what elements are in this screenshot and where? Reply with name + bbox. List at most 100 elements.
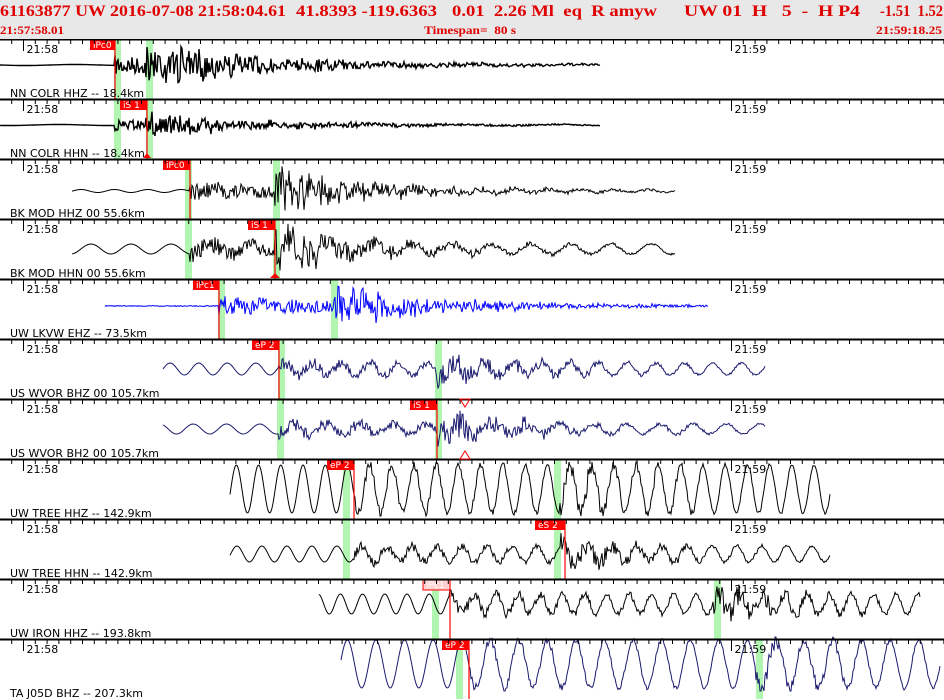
minute-label: 21:59	[735, 403, 767, 416]
minute-label: 21:58	[27, 223, 59, 236]
minute-label: 21:58	[27, 163, 59, 176]
trace-panel[interactable]: iPc0 21:58 21:59 BK MOD HHZ 00 55.6km	[0, 158, 944, 220]
minute-label: 21:59	[735, 223, 767, 236]
minute-label: 21:58	[27, 43, 59, 56]
event-residuals: -1.51 1.52	[880, 3, 943, 20]
station-label: BK MOD HHZ 00 55.6km	[10, 207, 145, 220]
minute-label: 21:59	[735, 643, 767, 656]
pick-window	[432, 580, 439, 639]
pick-label-box[interactable]	[90, 40, 115, 50]
trace-panel[interactable]: iS 1 21:58 21:59 NN COLR HHN -- 18.4km	[0, 98, 944, 160]
trace-panel[interactable]: eP 2 21:58 21:59 TA J05D BHZ -- 207.3km	[0, 636, 944, 700]
pick-label: iPc1	[196, 281, 215, 291]
pick-window	[435, 340, 442, 399]
pick-window	[456, 640, 463, 699]
trace-panel[interactable]: iS 1 21:58 21:59 BK MOD HHN 00 55.6km	[0, 218, 944, 280]
pick-label-box[interactable]	[410, 400, 437, 410]
event-magnitude: 0.01 2.26 Ml eq R amyw	[452, 3, 658, 20]
trace-panel[interactable]: iPc0 21:58 21:59 NN COLR HHZ -- 18.4km	[0, 39, 944, 100]
minute-label: 21:58	[27, 403, 59, 416]
pick-window	[435, 400, 442, 459]
pick-label: iPc1	[426, 581, 445, 591]
minute-label: 21:59	[735, 583, 767, 596]
pick-window	[185, 160, 192, 219]
pick-label: iPc0	[93, 41, 112, 51]
seismogram-trace	[229, 532, 831, 570]
minute-label: 21:58	[27, 343, 59, 356]
pick-window	[146, 40, 153, 99]
pick-label: eS 2	[538, 521, 558, 531]
pick-label-box[interactable]	[535, 520, 565, 530]
minute-label: 21:58	[27, 283, 59, 296]
minute-label: 21:59	[735, 343, 767, 356]
minute-label: 21:59	[735, 103, 767, 116]
minute-label: 21:59	[735, 463, 767, 476]
seismogram-trace	[71, 166, 676, 211]
station-label: TA J05D BHZ -- 207.3km	[9, 687, 143, 700]
event-header: 61163877 UW 2016-07-08 21:58:04.61 41.83…	[0, 0, 944, 39]
minute-label: 21:59	[735, 523, 767, 536]
minute-label: 21:58	[27, 463, 59, 476]
pick-window	[114, 40, 121, 99]
trace-panel[interactable]: eP 2 21:58 21:59 UW TREE HHZ -- 142.9km	[0, 458, 944, 520]
seismogram-trace	[318, 584, 921, 622]
seismogram-trace	[104, 285, 708, 324]
minute-label: 21:58	[27, 103, 59, 116]
pick-label-box[interactable]	[163, 160, 190, 170]
pick-triangle-icon	[143, 153, 280, 278]
pick-label-box[interactable]	[442, 640, 469, 650]
minute-label: 21:58	[27, 523, 59, 536]
trace-panel[interactable]: iS 1 21:58 21:59 US WVOR BH2 00 105.7km	[0, 398, 944, 460]
pick-label: iPc0	[166, 161, 185, 171]
pick-label: iS 1	[251, 221, 268, 231]
minute-label: 21:58	[27, 583, 59, 596]
pick-label: eP 2	[445, 641, 465, 651]
pick-window	[554, 520, 561, 579]
pick-window	[273, 160, 280, 219]
pick-window	[554, 460, 561, 519]
window-end-time: 21:59:18.25	[876, 23, 942, 37]
pick-window	[756, 640, 763, 699]
timespan: Timespan= 80 s	[424, 23, 516, 37]
station-label: UW IRON HHZ -- 193.8km	[10, 627, 151, 640]
seismogram-trace	[0, 111, 601, 137]
seismogram-trace	[162, 354, 766, 389]
station-label: NN COLR HHN -- 18.4km	[10, 147, 145, 160]
window-start-time: 21:57:58.01	[0, 23, 64, 37]
pick-window	[185, 220, 192, 279]
minute-label: 21:58	[27, 643, 59, 656]
seismogram-trace	[340, 636, 941, 692]
pick-label: eP 2	[255, 341, 275, 351]
minute-label: 21:59	[735, 283, 767, 296]
trace-panel[interactable]: eP 2 21:58 21:59 US WVOR BHZ 00 105.7km	[0, 338, 944, 400]
trace-panel[interactable]: iPc1 21:58 21:59 UW IRON HHZ -- 193.8km	[0, 578, 944, 640]
pick-label-box[interactable]	[120, 100, 147, 110]
pick-label-box[interactable]	[248, 220, 275, 230]
pick-window	[343, 520, 350, 579]
minute-label: 21:59	[735, 43, 767, 56]
seismogram-trace	[0, 44, 601, 84]
pick-label-box[interactable]	[193, 280, 219, 290]
minute-label: 21:59	[735, 163, 767, 176]
event-location: 41.8393 -119.6363	[296, 3, 437, 20]
station-label: UW TREE HHZ -- 142.9km	[10, 507, 152, 520]
station-label: UW TREE HHN -- 142.9km	[10, 567, 152, 580]
pick-window	[343, 460, 350, 519]
station-label: NN COLR HHZ -- 18.4km	[10, 87, 144, 100]
pick-label: iS 1	[123, 101, 140, 111]
station-label: US WVOR BH2 00 105.7km	[10, 447, 159, 460]
pick-window	[278, 340, 285, 399]
pick-window	[714, 580, 721, 639]
pick-label: eP 2	[330, 461, 350, 471]
pick-label-box[interactable]	[327, 460, 354, 470]
trace-panel[interactable]: eS 2 21:58 21:59 UW TREE HHN -- 142.9km	[0, 518, 944, 580]
station-label: BK MOD HHN 00 55.6km	[10, 267, 146, 280]
amplitude-marker-icon	[459, 398, 471, 460]
trace-panel[interactable]: iPc1 21:58 21:59 UW LKVW EHZ -- 73.5km	[0, 278, 944, 340]
pick-label: iS 1	[413, 401, 430, 411]
station-label: US WVOR BHZ 00 105.7km	[10, 387, 159, 400]
pick-label-box[interactable]	[252, 340, 279, 350]
station-label: UW LKVW EHZ -- 73.5km	[10, 327, 147, 340]
seismogram-trace	[229, 461, 831, 518]
